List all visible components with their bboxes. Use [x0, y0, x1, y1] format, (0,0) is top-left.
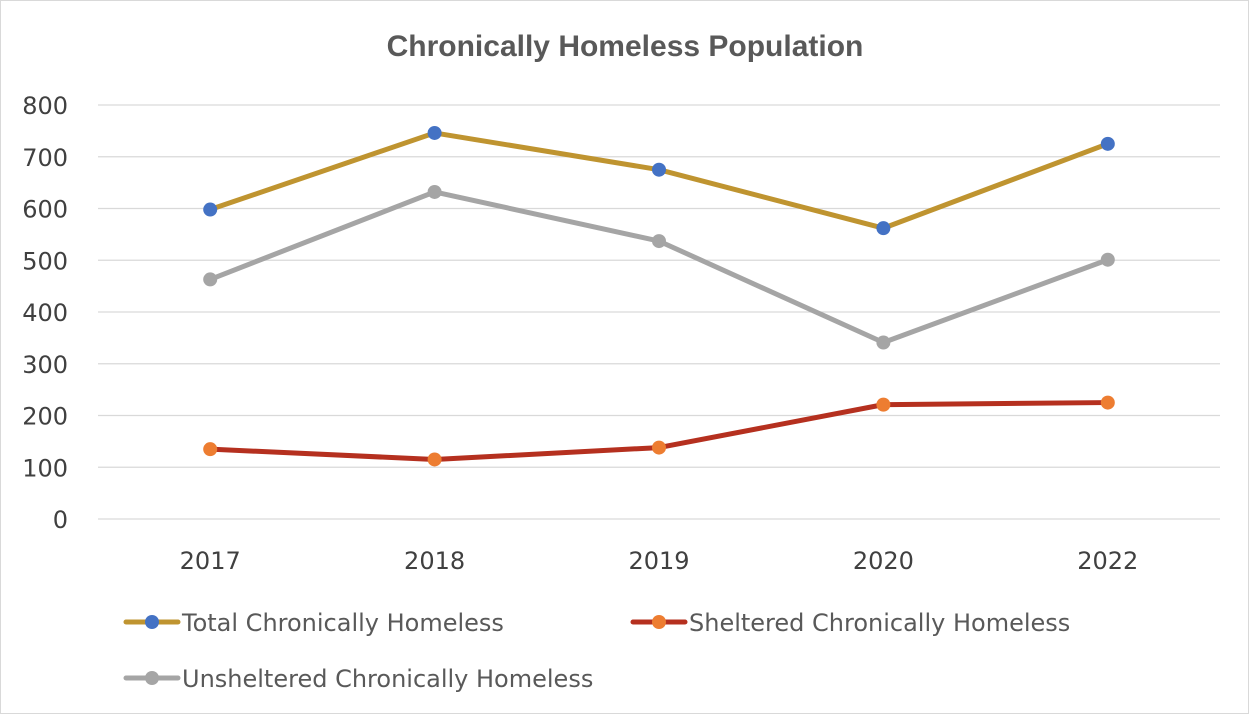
data-point — [876, 335, 891, 350]
data-point — [1100, 252, 1115, 267]
y-tick-label: 800 — [22, 92, 68, 120]
series-line — [207, 189, 1111, 346]
y-tick-label: 600 — [22, 196, 68, 224]
legend-swatch-marker — [652, 615, 666, 629]
legend-swatch-marker — [145, 615, 159, 629]
x-tick-label: 2017 — [180, 547, 241, 575]
legend-swatch-marker — [145, 671, 159, 685]
legend-item: Sheltered Chronically Homeless — [630, 609, 1070, 637]
data-point — [203, 442, 218, 457]
x-tick-label: 2018 — [404, 547, 465, 575]
x-tick-label: 2022 — [1077, 547, 1138, 575]
gridlines — [98, 104, 1220, 520]
legend-item: Total Chronically Homeless — [123, 609, 504, 637]
x-tick-label: 2020 — [853, 547, 914, 575]
legend: Total Chronically Homeless Sheltered Chro… — [123, 609, 1070, 693]
data-point — [652, 234, 666, 249]
data-point — [427, 184, 442, 199]
data-point — [1100, 136, 1115, 151]
x-axis-ticks: 2017 2018 2019 2020 2022 — [180, 547, 1139, 575]
y-tick-label: 300 — [22, 351, 68, 379]
legend-label: Unsheltered Chronically Homeless — [182, 665, 593, 693]
data-point — [876, 221, 891, 236]
data-point — [203, 272, 218, 287]
y-tick-label: 200 — [22, 403, 68, 431]
y-tick-label: 400 — [22, 299, 68, 327]
y-axis-ticks: 0 100 200 300 400 500 600 700 800 — [22, 92, 68, 534]
y-tick-label: 500 — [22, 247, 68, 275]
data-point — [427, 125, 442, 140]
chart-title: Chronically Homeless Population — [387, 30, 864, 63]
y-tick-label: 100 — [22, 454, 68, 482]
data-point — [652, 162, 666, 177]
y-tick-label: 700 — [22, 144, 68, 172]
y-tick-label: 0 — [53, 506, 68, 534]
data-point — [427, 452, 442, 467]
data-point — [876, 397, 891, 412]
legend-label: Total Chronically Homeless — [181, 609, 504, 637]
x-tick-label: 2019 — [628, 547, 689, 575]
legend-item: Unsheltered Chronically Homeless — [123, 665, 593, 693]
legend-label: Sheltered Chronically Homeless — [689, 609, 1070, 637]
data-point — [203, 202, 218, 217]
data-point — [1100, 395, 1115, 410]
data-point — [652, 440, 666, 455]
series-line — [207, 130, 1111, 231]
series-layer — [203, 125, 1115, 467]
